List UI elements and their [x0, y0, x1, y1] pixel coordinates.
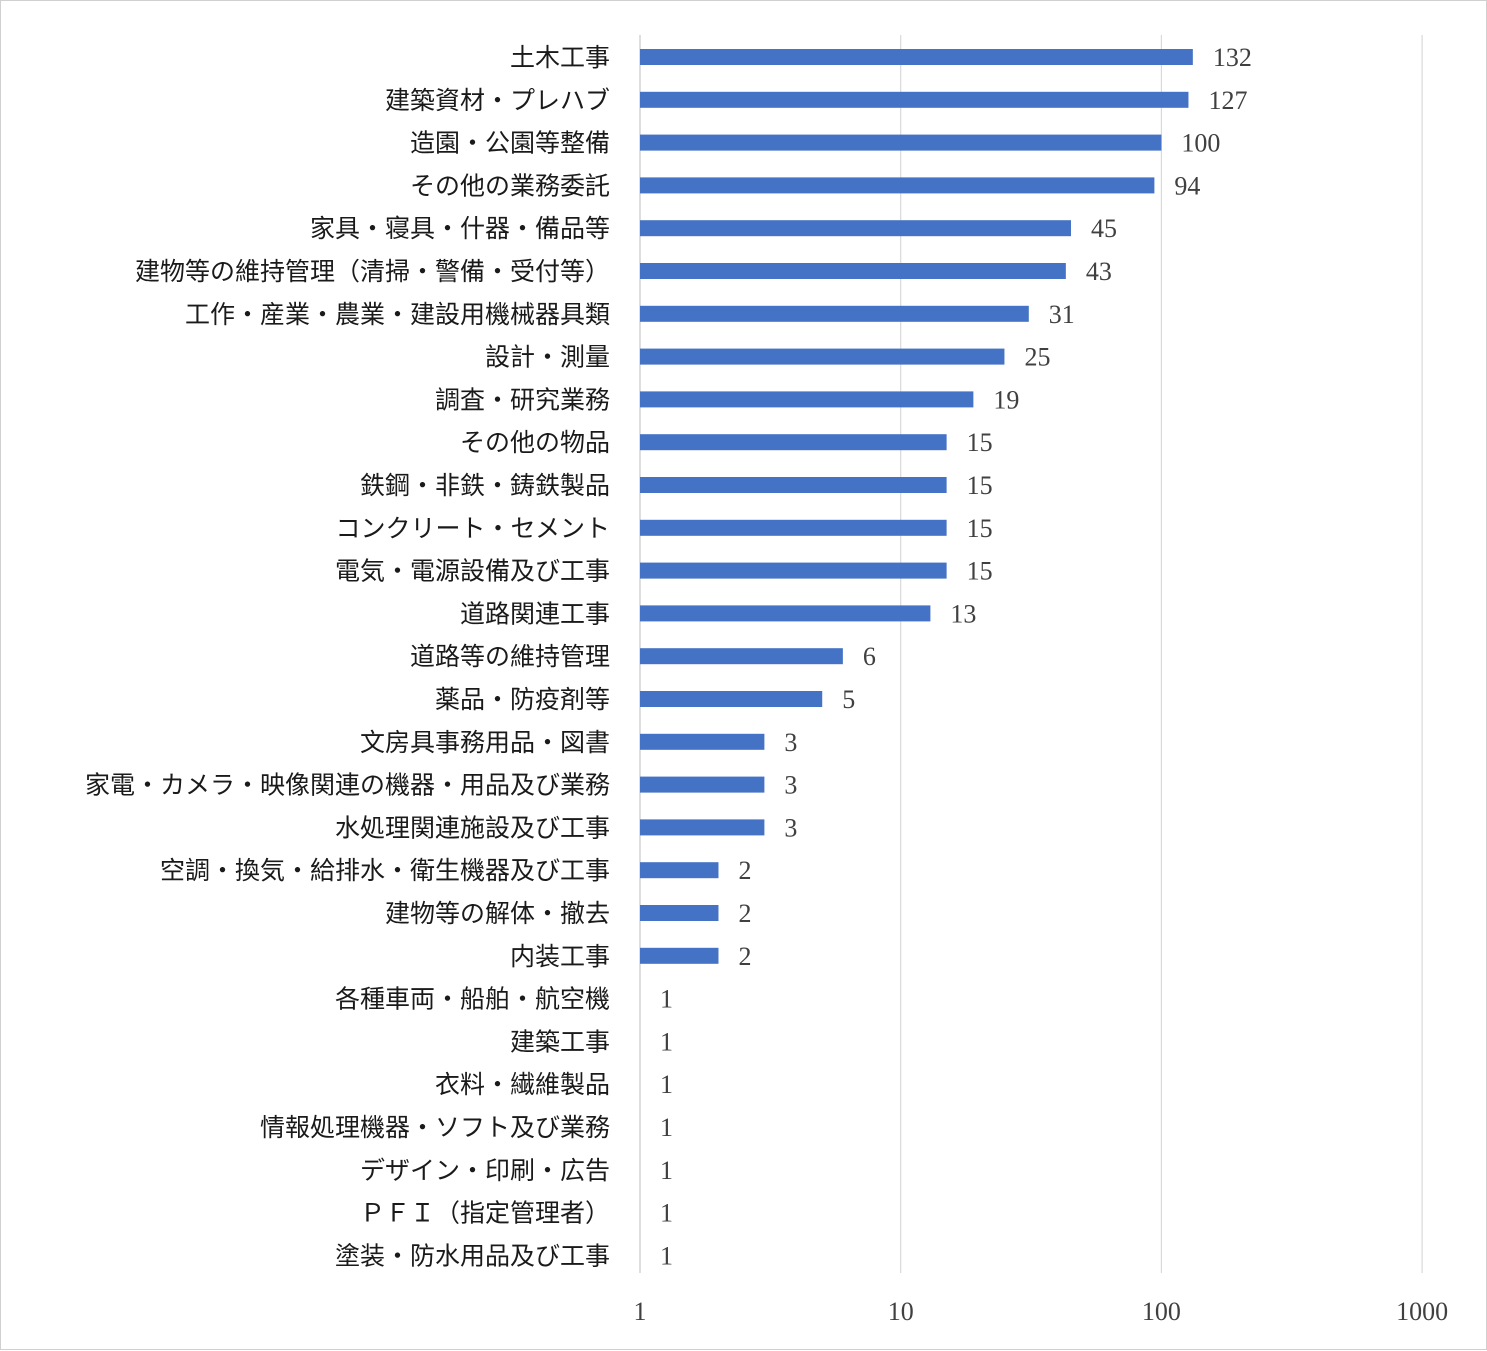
data-label: 3	[784, 771, 797, 800]
data-label: 15	[967, 428, 993, 457]
category-label: 建築工事	[510, 1027, 610, 1056]
category-label: 電気・電源設備及び工事	[335, 557, 610, 586]
data-label: 45	[1091, 214, 1117, 243]
data-label: 19	[993, 385, 1019, 414]
x-tick-label: 1000	[1396, 1297, 1448, 1326]
bar	[640, 648, 843, 665]
data-label: 100	[1181, 129, 1220, 158]
category-label: 鉄鋼・非鉄・鋳鉄製品	[360, 471, 610, 500]
bar	[640, 391, 974, 408]
bar	[640, 220, 1071, 237]
data-label: 127	[1208, 86, 1247, 115]
data-label: 94	[1174, 171, 1200, 200]
bars	[640, 49, 1193, 964]
bar	[640, 605, 931, 622]
category-label: 水処理関連施設及び工事	[335, 813, 610, 842]
data-label: 2	[738, 942, 751, 971]
category-label: デザイン・印刷・広告	[360, 1156, 610, 1185]
x-tick-label: 10	[888, 1297, 914, 1326]
bar	[640, 733, 765, 750]
bar	[640, 819, 765, 836]
bar	[640, 348, 1005, 365]
bar	[640, 562, 947, 579]
category-label: 空調・換気・給排水・衛生機器及び工事	[160, 856, 610, 885]
category-label: 工作・産業・農業・建設用機械器具類	[185, 300, 610, 329]
category-label: ＰＦＩ（指定管理者）	[360, 1199, 610, 1228]
category-label: 衣料・繊維製品	[435, 1070, 610, 1099]
category-label: その他の物品	[460, 428, 610, 457]
x-axis-tick-labels: 1 10 100 1000	[634, 1297, 1449, 1326]
category-label: 設計・測量	[485, 343, 610, 372]
data-label: 15	[967, 557, 993, 586]
data-label: 13	[950, 599, 976, 628]
category-label: 塗装・防水用品及び工事	[335, 1241, 610, 1270]
bar	[640, 177, 1155, 194]
bar	[640, 263, 1066, 279]
data-label: 15	[967, 471, 993, 500]
category-label: 道路関連工事	[460, 599, 610, 628]
data-label: 6	[863, 642, 876, 671]
data-label: 3	[784, 728, 797, 757]
data-label: 1	[660, 985, 673, 1014]
data-label: 15	[967, 514, 993, 543]
data-label: 3	[784, 813, 797, 842]
data-label: 31	[1049, 300, 1075, 329]
bar	[640, 305, 1029, 322]
category-label: 建築資材・プレハブ	[385, 86, 610, 115]
bar	[640, 91, 1189, 108]
category-label: その他の業務委託	[410, 171, 610, 200]
category-label: 家具・寝具・什器・備品等	[310, 214, 610, 243]
data-label: 25	[1024, 343, 1050, 372]
bar	[640, 434, 947, 451]
data-labels: 1321271009445433125191515151513653332221…	[660, 43, 1252, 1270]
data-label: 1	[660, 1156, 673, 1185]
data-label: 2	[738, 899, 751, 928]
category-label: コンクリート・セメント	[335, 514, 610, 543]
bar	[640, 862, 719, 879]
category-labels: 土木工事建築資材・プレハブ造園・公園等整備その他の業務委託家具・寝具・什器・備品…	[85, 43, 610, 1270]
category-label: 情報処理機器・ソフト及び業務	[260, 1113, 610, 1142]
data-label: 1	[660, 1241, 673, 1270]
category-label: 文房具事務用品・図書	[360, 728, 610, 757]
bar	[640, 134, 1162, 151]
category-label: 各種車両・船舶・航空機	[335, 985, 610, 1014]
category-label: 調査・研究業務	[435, 385, 610, 414]
data-label: 1	[660, 1199, 673, 1228]
bar	[640, 776, 765, 793]
category-label: 土木工事	[510, 43, 610, 72]
data-label: 1	[660, 1070, 673, 1099]
data-label: 5	[842, 685, 855, 714]
category-label: 造園・公園等整備	[410, 129, 610, 158]
category-label: 建物等の解体・撤去	[385, 899, 610, 928]
bar	[640, 477, 947, 493]
bar	[640, 519, 947, 536]
category-label: 内装工事	[510, 942, 610, 971]
category-label: 薬品・防疫剤等	[435, 685, 610, 714]
data-label: 1	[660, 1027, 673, 1056]
category-label: 道路等の維持管理	[410, 642, 610, 671]
category-label: 家電・カメラ・映像関連の機器・用品及び業務	[85, 771, 610, 800]
bar	[640, 905, 719, 921]
data-label: 132	[1213, 43, 1252, 72]
data-label: 1	[660, 1113, 673, 1142]
bar	[640, 49, 1193, 65]
data-label: 43	[1086, 257, 1112, 286]
x-tick-label: 1	[634, 1297, 647, 1326]
x-tick-label: 100	[1142, 1297, 1181, 1326]
category-label: 建物等の維持管理（清掃・警備・受付等）	[135, 257, 610, 286]
bar	[640, 691, 823, 707]
bar	[640, 947, 719, 964]
data-label: 2	[738, 856, 751, 885]
